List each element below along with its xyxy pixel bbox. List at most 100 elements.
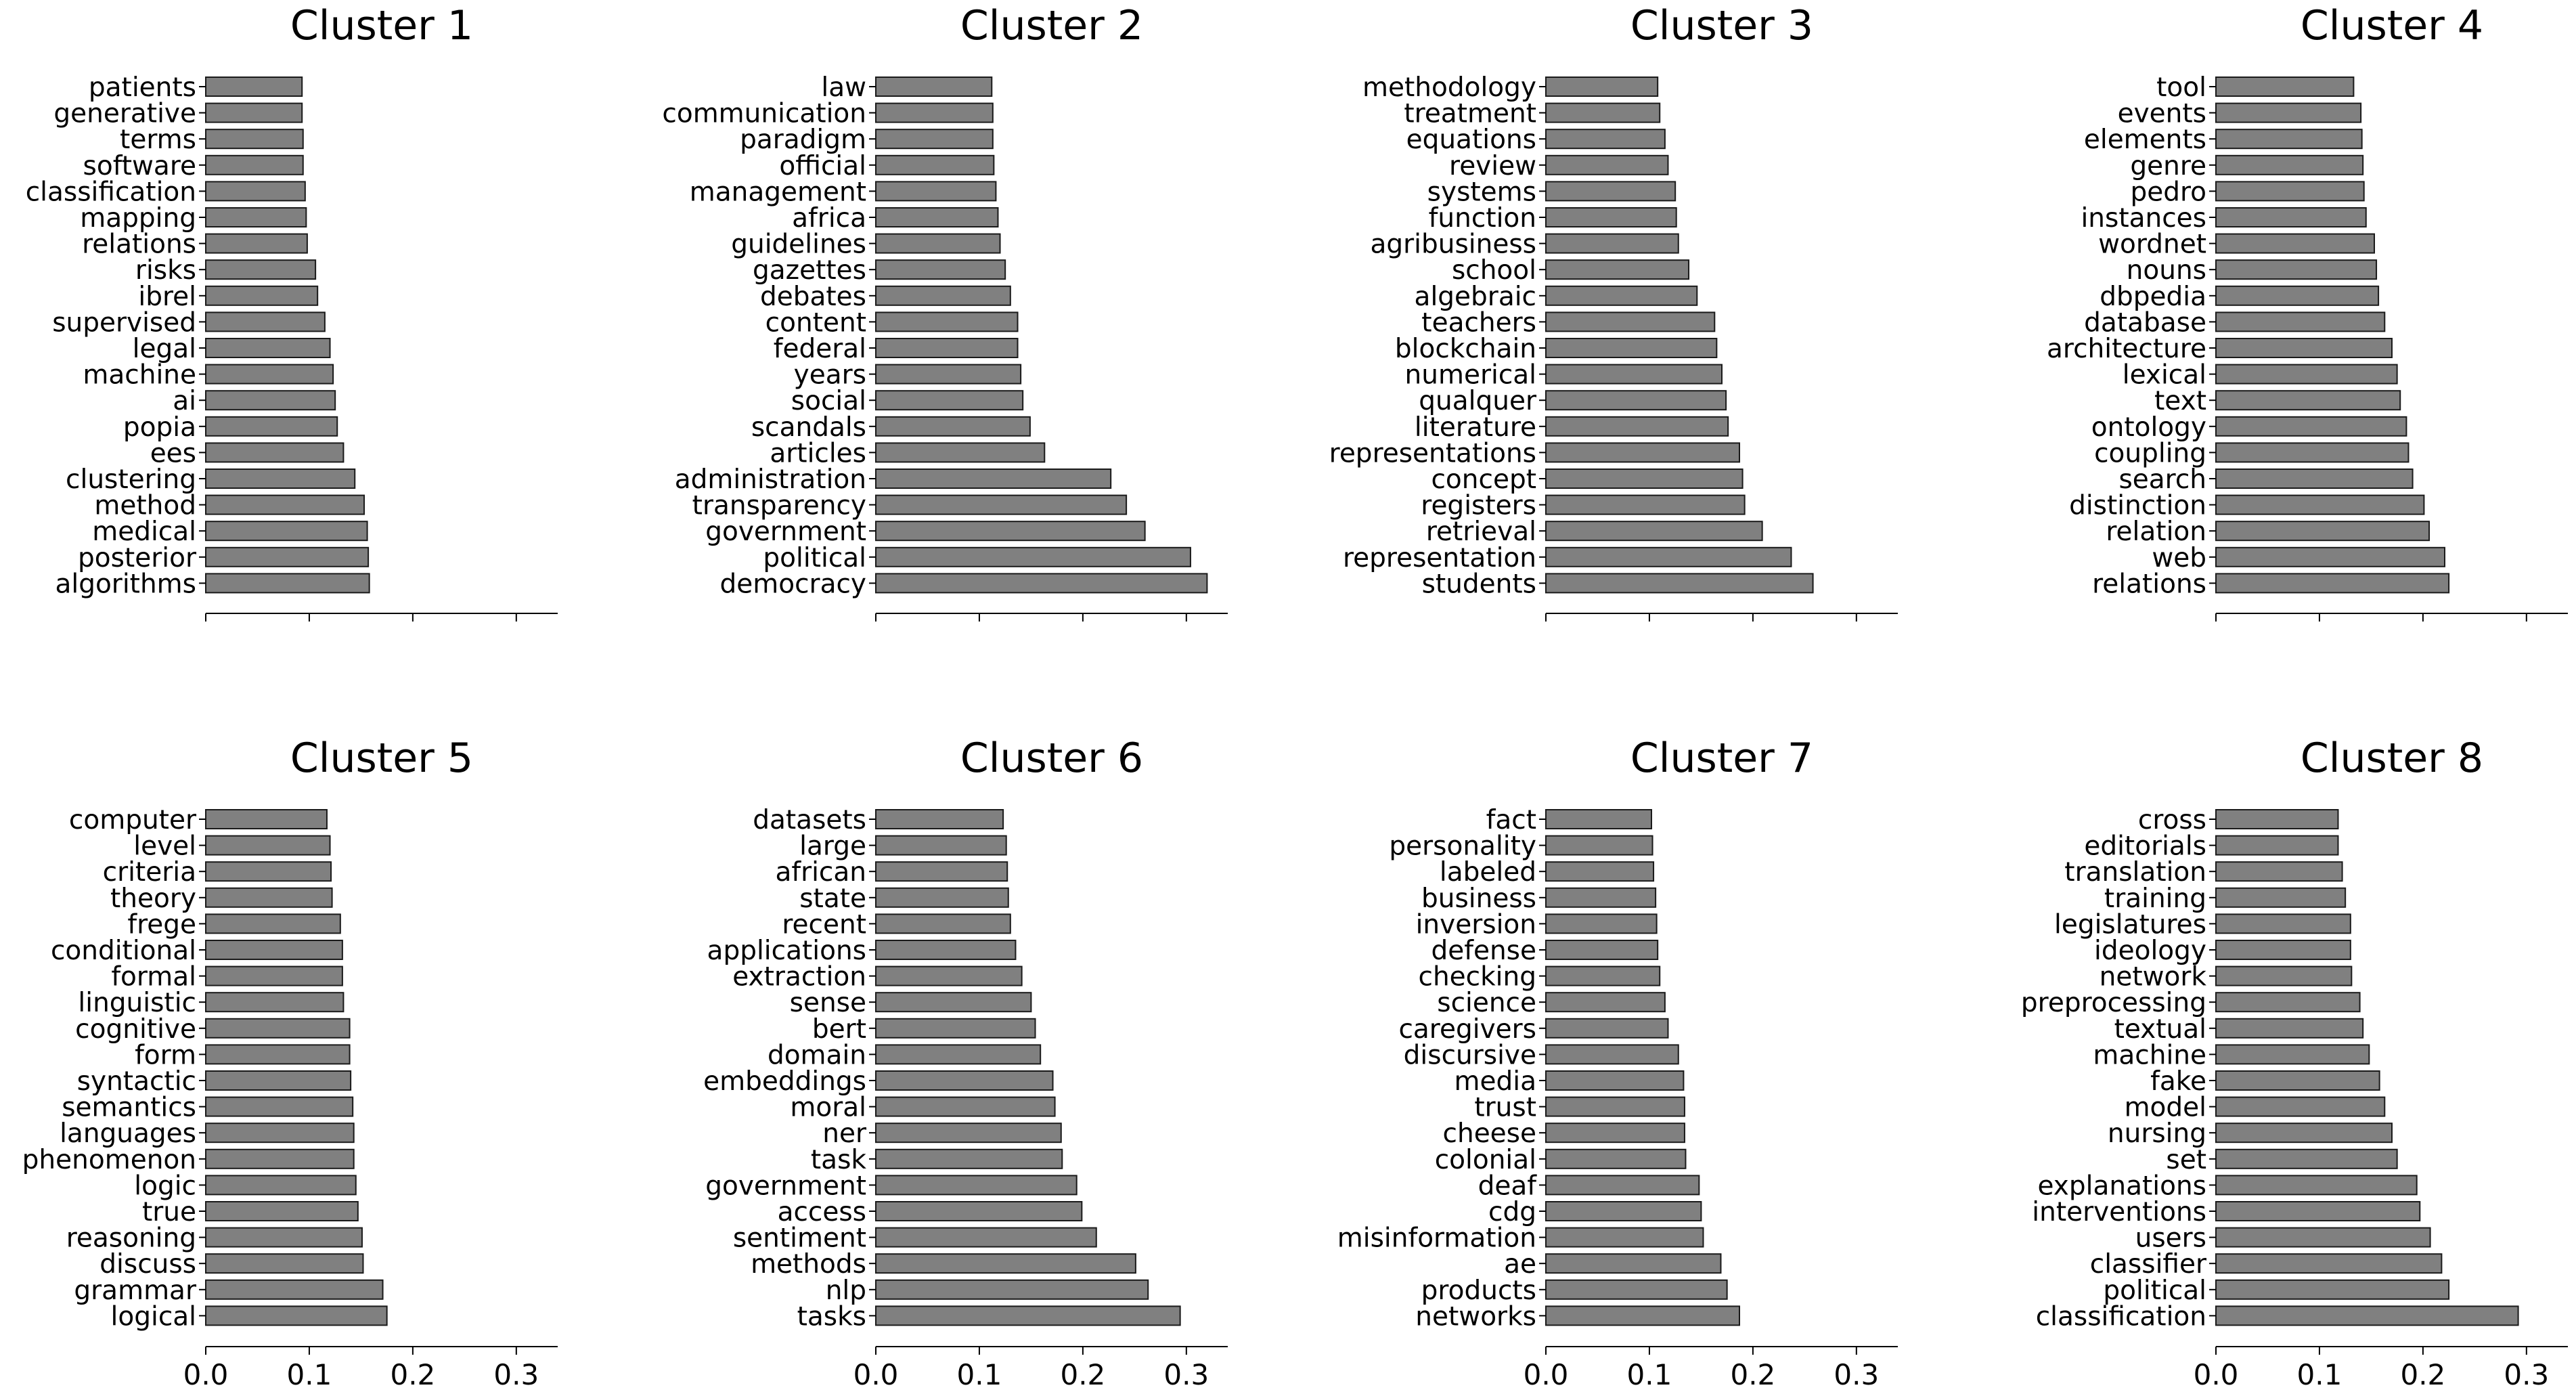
category-label: patients	[89, 72, 196, 103]
category-label: genre	[2130, 151, 2206, 181]
bar	[2215, 259, 2378, 280]
category-label: classifier	[2090, 1249, 2207, 1280]
category-label: users	[2135, 1223, 2206, 1254]
category-label: ees	[150, 438, 196, 469]
category-label: classification	[2036, 1301, 2206, 1332]
bar	[875, 207, 999, 227]
bar	[2215, 1018, 2364, 1039]
category-label: translation	[2064, 857, 2206, 888]
bar	[205, 181, 306, 202]
bar	[205, 442, 345, 463]
bar	[875, 259, 1006, 280]
bar	[1545, 285, 1698, 306]
bar	[205, 285, 319, 306]
x-tick-label: 0.1	[957, 1358, 1002, 1391]
x-tick-label: 0.1	[1627, 1358, 1672, 1391]
category-label: risks	[135, 255, 196, 286]
bar	[875, 1253, 1136, 1274]
bar	[2215, 913, 2351, 934]
bar	[205, 259, 317, 280]
bar	[1545, 887, 1657, 908]
category-label: systems	[1427, 177, 1536, 207]
category-label: logic	[134, 1171, 196, 1201]
category-label: recent	[782, 909, 866, 940]
bar	[205, 1096, 354, 1117]
category-label: medical	[92, 517, 196, 547]
bar	[1545, 940, 1659, 960]
bar	[2215, 1253, 2443, 1274]
bar	[875, 1279, 1149, 1300]
category-label: web	[2152, 543, 2206, 573]
category-label: applications	[707, 936, 866, 966]
bar	[875, 469, 1112, 489]
category-label: business	[1421, 884, 1536, 914]
bar	[1545, 546, 1792, 567]
bar	[2215, 1070, 2380, 1091]
bar	[205, 992, 345, 1013]
category-label: ai	[173, 386, 196, 416]
bar	[875, 233, 1001, 254]
bar	[205, 494, 365, 515]
category-label: ae	[1504, 1249, 1536, 1280]
category-label: sentiment	[733, 1223, 866, 1254]
x-tick-label: 0.3	[493, 1358, 539, 1391]
bar	[875, 285, 1011, 306]
bar	[1545, 1096, 1685, 1117]
bar	[1545, 154, 1669, 175]
category-label: political	[763, 543, 866, 573]
category-label: datasets	[753, 805, 866, 835]
category-label: posterior	[78, 543, 197, 573]
bar	[205, 1148, 355, 1169]
panel-title: Cluster 3	[1630, 2, 1813, 49]
bar	[1545, 102, 1661, 123]
bar	[2215, 1148, 2398, 1169]
category-label: debates	[760, 282, 866, 312]
category-label: transparency	[692, 491, 866, 521]
category-label: software	[83, 151, 196, 181]
category-label: personality	[1389, 831, 1536, 862]
bar	[2215, 835, 2339, 856]
category-label: checking	[1419, 962, 1537, 993]
category-label: government	[705, 517, 866, 547]
bar	[875, 913, 1011, 934]
bar	[1545, 835, 1653, 856]
category-label: frege	[127, 909, 196, 940]
bar	[205, 154, 304, 175]
category-label: reasoning	[66, 1223, 196, 1254]
bar	[2215, 861, 2343, 882]
x-tick-label: 0.3	[2504, 1358, 2549, 1391]
bar	[205, 1201, 359, 1221]
bar	[875, 416, 1031, 437]
category-label: popia	[123, 412, 196, 443]
bar	[875, 494, 1128, 515]
cluster-panel: Cluster 5 computerlevelcriteriatheoryfreg…	[22, 735, 558, 1391]
bar	[2215, 1096, 2386, 1117]
bar	[2215, 416, 2407, 437]
category-label: computer	[69, 805, 197, 835]
category-label: distinction	[2069, 491, 2206, 521]
category-label: blockchain	[1395, 334, 1536, 364]
bar	[875, 1175, 1078, 1196]
x-tick-label: 0.0	[1524, 1358, 1569, 1391]
category-label: methods	[751, 1249, 866, 1280]
x-tick-label: 0.2	[390, 1358, 435, 1391]
bar	[1545, 861, 1655, 882]
category-label: algorithms	[55, 569, 196, 599]
bar	[1545, 416, 1729, 437]
category-label: articles	[770, 438, 866, 469]
bar	[1545, 311, 1716, 332]
bar	[1545, 442, 1740, 463]
bar	[1545, 469, 1744, 489]
cluster-panel: Cluster 1 patientsgenerativetermssoftware…	[26, 2, 558, 622]
x-tick-label: 0.1	[287, 1358, 332, 1391]
category-label: clustering	[66, 464, 196, 495]
category-label: fact	[1486, 805, 1536, 835]
bar	[205, 546, 370, 567]
category-label: administration	[675, 464, 866, 495]
bar	[875, 364, 1022, 385]
bar	[2215, 442, 2410, 463]
bar	[205, 1227, 363, 1248]
category-label: qualquer	[1419, 386, 1537, 416]
category-label: political	[2103, 1276, 2206, 1306]
